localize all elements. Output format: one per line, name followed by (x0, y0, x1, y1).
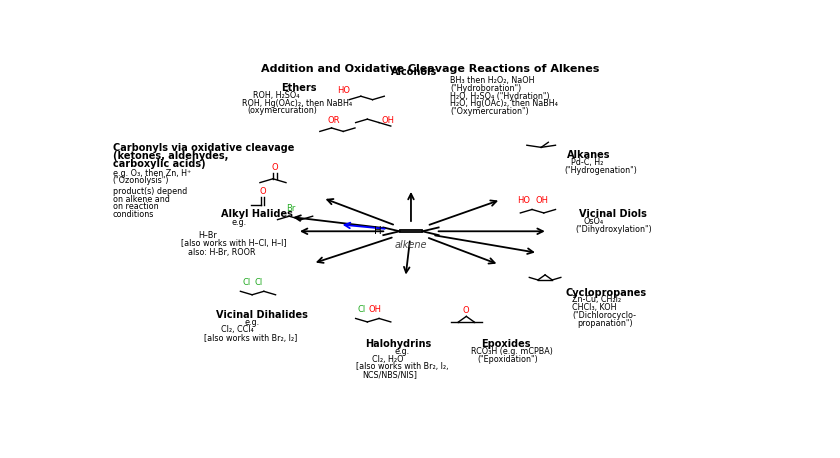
Text: Br: Br (286, 204, 296, 213)
Text: (oxymercuration): (oxymercuration) (247, 106, 317, 115)
Text: O: O (271, 163, 278, 172)
Text: Cl: Cl (357, 305, 365, 314)
Text: RCO₃H (e.g. mCPBA): RCO₃H (e.g. mCPBA) (471, 347, 553, 356)
Text: OsO₄: OsO₄ (584, 217, 604, 226)
Text: e.g.: e.g. (395, 347, 410, 356)
Text: CHCl₃, KOH: CHCl₃, KOH (572, 303, 617, 312)
Text: Cl₂, CCl₄: Cl₂, CCl₄ (221, 326, 254, 334)
Text: Alkyl Halides: Alkyl Halides (221, 209, 293, 219)
Text: alkene: alkene (395, 240, 428, 250)
Text: H₂O, H₂SO₄ ("Hydration"): H₂O, H₂SO₄ ("Hydration") (450, 92, 549, 101)
Text: Cyclopropanes: Cyclopropanes (566, 288, 647, 298)
Text: Carbonyls via oxidative cleavage: Carbonyls via oxidative cleavage (113, 143, 294, 153)
Text: Halohydrins: Halohydrins (365, 339, 432, 349)
Text: conditions: conditions (113, 210, 155, 219)
Text: e.g. O₃, then Zn, H⁺: e.g. O₃, then Zn, H⁺ (113, 169, 191, 178)
Text: also: H-Br, ROOR: also: H-Br, ROOR (188, 247, 256, 256)
Text: Alcohols: Alcohols (391, 67, 438, 77)
Text: Pd-C, H₂: Pd-C, H₂ (571, 158, 603, 167)
Text: [also works with H–Cl, H–I]: [also works with H–Cl, H–I] (181, 239, 286, 248)
Text: Cl: Cl (243, 278, 251, 287)
Text: e.g.: e.g. (232, 218, 247, 227)
Text: OR: OR (328, 116, 339, 125)
Text: O: O (260, 187, 265, 196)
Text: OH: OH (535, 196, 548, 205)
Text: ("Dichlorocyclo-: ("Dichlorocyclo- (572, 311, 637, 320)
Text: ("Hydrogenation"): ("Hydrogenation") (564, 166, 638, 174)
Text: H: H (374, 226, 381, 236)
Text: ROH, Hg(OAc)₂, then NaBH₄: ROH, Hg(OAc)₂, then NaBH₄ (242, 98, 352, 108)
Text: Zn-Cu, CH₂I₂: Zn-Cu, CH₂I₂ (572, 295, 622, 305)
Text: on reaction: on reaction (113, 202, 159, 212)
Text: product(s) depend: product(s) depend (113, 187, 187, 196)
Text: Vicinal Diols: Vicinal Diols (579, 209, 647, 219)
Text: Vicinal Dihalides: Vicinal Dihalides (216, 310, 307, 320)
Text: HO: HO (337, 86, 349, 95)
Text: ROH, H₂SO₄: ROH, H₂SO₄ (254, 91, 300, 100)
Text: NCS/NBS/NIS]: NCS/NBS/NIS] (362, 370, 417, 379)
Text: O: O (463, 306, 470, 316)
Text: ("Dihydroxylation"): ("Dihydroxylation") (575, 225, 652, 234)
Text: [also works with Br₂, I₂]: [also works with Br₂, I₂] (204, 333, 297, 343)
Text: Alkanes: Alkanes (567, 150, 611, 160)
Text: Ethers: Ethers (281, 83, 317, 93)
Text: H₂O, Hg(OAc)₂, then NaBH₄: H₂O, Hg(OAc)₂, then NaBH₄ (450, 99, 558, 109)
Text: on alkene and: on alkene and (113, 195, 170, 204)
Text: [also works with Br₂, I₂,: [also works with Br₂, I₂, (355, 362, 448, 371)
Text: OH: OH (369, 305, 381, 314)
Text: BH₃ then H₂O₂, NaOH: BH₃ then H₂O₂, NaOH (450, 76, 534, 85)
Text: (ketones, aldehydes,: (ketones, aldehydes, (113, 151, 228, 161)
Text: ("Ozonolysis"): ("Ozonolysis") (113, 176, 170, 185)
Text: Addition and Oxidative Cleavage Reactions of Alkenes: Addition and Oxidative Cleavage Reaction… (261, 64, 600, 74)
Text: Cl₂, H₂O: Cl₂, H₂O (372, 354, 403, 364)
Text: ("Epoxidation"): ("Epoxidation") (477, 354, 538, 364)
Text: HO: HO (517, 196, 530, 205)
Text: propanation"): propanation") (577, 319, 633, 328)
Text: carboxylic acids): carboxylic acids) (113, 158, 206, 169)
Text: e.g.: e.g. (245, 318, 260, 327)
Text: Epoxides: Epoxides (481, 339, 531, 349)
Text: Cl: Cl (255, 278, 263, 287)
Text: H–Br: H–Br (198, 231, 217, 240)
Text: OH: OH (381, 116, 394, 125)
Text: ("Hydroboration"): ("Hydroboration") (450, 84, 522, 93)
Text: ("Oxymercuration"): ("Oxymercuration") (450, 107, 529, 116)
